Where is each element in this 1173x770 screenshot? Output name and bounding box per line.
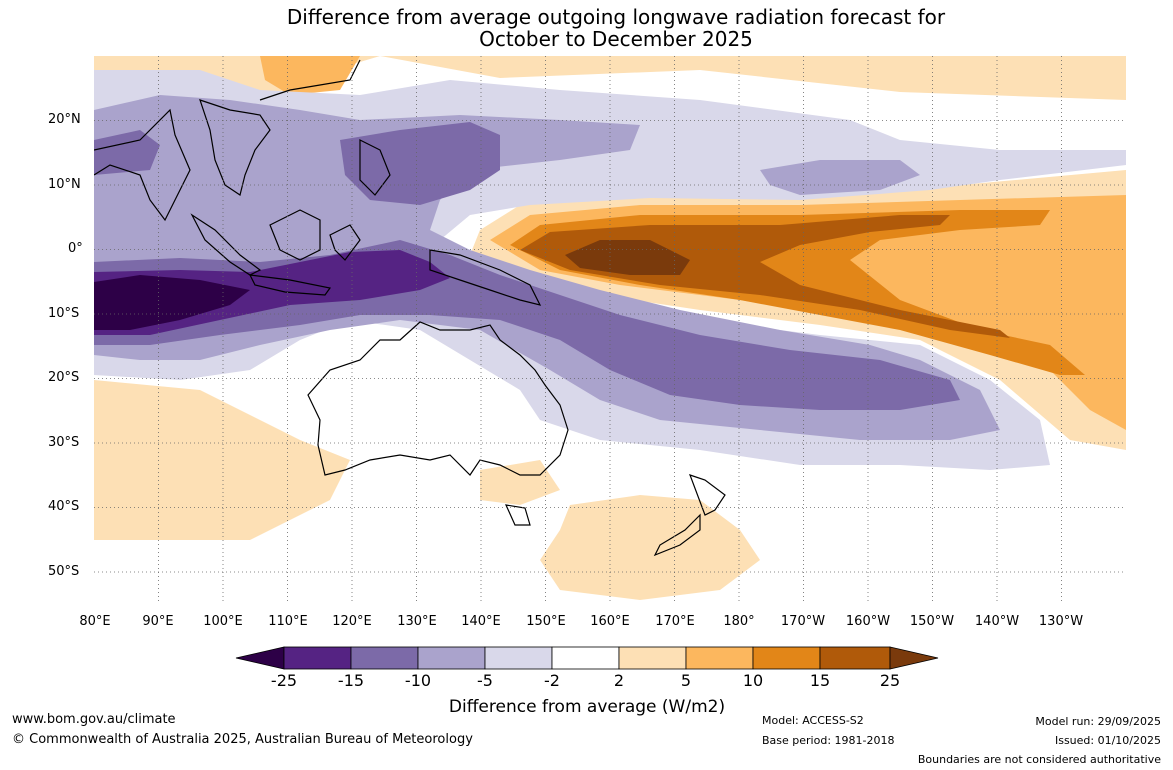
- lat-label: 40°S: [48, 499, 80, 514]
- colorbar-segment: [350, 646, 419, 670]
- website-text: www.bom.gov.au/climate: [12, 712, 176, 727]
- colorbar-segment: [752, 646, 821, 670]
- anomaly-field: [94, 56, 1126, 600]
- colorbar-tick-label: -25: [270, 671, 298, 690]
- issued-text: Issued: 01/10/2025: [1054, 734, 1161, 747]
- nz-north-coast: [688, 474, 726, 516]
- lon-label: 180°: [723, 614, 755, 629]
- lat-label: 20°N: [48, 112, 81, 127]
- tasmania-coast: [504, 504, 531, 526]
- colorbar-tick-label: -2: [544, 671, 560, 690]
- graticule: [94, 56, 1126, 604]
- title-line-2: October to December 2025: [479, 27, 753, 51]
- colorbar: [235, 646, 939, 670]
- colorbar-segment: [819, 646, 891, 670]
- model-text: Model: ACCESS-S2: [762, 714, 864, 727]
- colorbar-tick-label: -10: [404, 671, 432, 690]
- darkest-brown-region: [565, 240, 690, 275]
- disclaimer-text: Boundaries are not considered authoritat…: [917, 753, 1161, 766]
- lon-label: 80°E: [79, 614, 111, 629]
- lat-label: 50°S: [48, 564, 80, 579]
- lon-label: 90°E: [142, 614, 174, 629]
- indochina-coast: [199, 99, 271, 196]
- copyright-text: © Commonwealth of Australia 2025, Austra…: [12, 732, 473, 747]
- lon-label: 130°E: [397, 614, 437, 629]
- borneo-coast: [269, 209, 321, 261]
- colorbar-segment: [283, 646, 352, 670]
- colorbar-segment: [551, 646, 620, 670]
- china-coast: [259, 59, 361, 101]
- lon-label: 100°E: [203, 614, 243, 629]
- colorbar-tick-label: 2: [613, 671, 625, 690]
- new-guinea-coast: [429, 249, 542, 306]
- colorbar-segment: [685, 646, 754, 670]
- colorbar-label: Difference from average (W/m2): [448, 697, 726, 717]
- colorbar-segment: [484, 646, 553, 670]
- lat-label: 30°S: [48, 435, 80, 450]
- negative-region-darker-philippines: [340, 122, 500, 205]
- colorbar-tick-label: 25: [879, 671, 901, 690]
- sulawesi-coast: [329, 224, 361, 261]
- lon-label: 120°E: [332, 614, 372, 629]
- positive-region-tasman: [540, 495, 760, 600]
- model-run-text: Model run: 29/09/2025: [1035, 715, 1161, 728]
- nz-south-coast: [653, 513, 701, 557]
- positive-region-bight: [480, 460, 560, 505]
- lat-label: 10°S: [48, 306, 80, 321]
- colorbar-tick-label: -15: [337, 671, 365, 690]
- lat-label: 0°: [68, 241, 83, 256]
- colorbar-segment-below: [235, 646, 285, 670]
- lon-label: 140°E: [461, 614, 501, 629]
- lon-label: 160°W: [845, 614, 891, 629]
- java-coast: [248, 274, 332, 296]
- negative-region-darker-west: [94, 130, 160, 175]
- orange-region-china: [260, 56, 360, 95]
- colorbar-tick-label: 10: [742, 671, 764, 690]
- lon-label: 150°E: [526, 614, 566, 629]
- lon-label: 150°W: [909, 614, 955, 629]
- colorbar-segment-above: [889, 646, 939, 670]
- lon-label: 170°E: [655, 614, 695, 629]
- lat-label: 20°S: [48, 370, 80, 385]
- colorbar-segment: [618, 646, 687, 670]
- negative-region-darkest: [94, 275, 250, 330]
- colorbar-tick-label: 15: [809, 671, 831, 690]
- coastlines: [94, 59, 726, 557]
- lat-label: 10°N: [48, 177, 81, 192]
- lon-label: 160°E: [590, 614, 630, 629]
- title-line-1: Difference from average outgoing longwav…: [286, 5, 946, 29]
- asia-mainland-coast: [94, 108, 191, 222]
- lon-label: 130°W: [1038, 614, 1084, 629]
- positive-region-north: [94, 56, 1126, 150]
- colorbar-segment: [417, 646, 486, 670]
- sumatra-coast: [190, 213, 262, 276]
- base-period-text: Base period: 1981-2018: [762, 734, 895, 747]
- positive-region-south-indian: [94, 380, 350, 540]
- lon-label: 110°E: [268, 614, 308, 629]
- lon-label: 170°W: [780, 614, 826, 629]
- negative-region-pacific-north: [760, 160, 920, 195]
- colorbar-tick-label: 5: [680, 671, 692, 690]
- lon-label: 140°W: [974, 614, 1020, 629]
- colorbar-tick-label: -5: [477, 671, 493, 690]
